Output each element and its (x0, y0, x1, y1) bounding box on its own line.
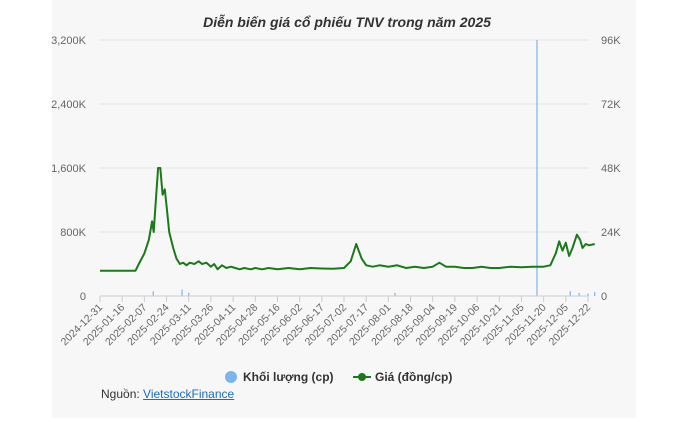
y-left-tick-label: 0 (80, 291, 86, 303)
y-right-tick-label: 0 (601, 291, 607, 303)
legend-price-label[interactable]: Giá (đồng/cp) (375, 370, 452, 384)
volume-bar[interactable] (587, 293, 589, 296)
y-right-tick-label: 72K (601, 99, 621, 111)
volume-bar[interactable] (188, 292, 190, 296)
legend-volume-label[interactable]: Khối lượng (cp) (243, 370, 334, 384)
gridlines (100, 39, 588, 233)
y-left-tick-label: 2,400K (51, 99, 87, 111)
y-axis-right: 0 24K 48K 72K 96K (601, 35, 621, 303)
y-left-tick-label: 1,600K (51, 163, 87, 175)
y-left-tick-label: 800K (60, 227, 86, 239)
y-left-tick-label: 3,200K (51, 35, 87, 47)
x-axis-ticks: 2024-12-312025-01-162025-02-072025-02-24… (59, 296, 593, 348)
volume-bar[interactable] (594, 292, 596, 296)
chart-panel (52, 0, 636, 418)
source-link[interactable]: VietstockFinance (143, 387, 235, 401)
legend-volume-marker[interactable] (225, 371, 237, 383)
legend[interactable]: Khối lượng (cp) Giá (đồng/cp) (225, 370, 452, 384)
source-line: Nguồn: VietstockFinance (101, 387, 234, 401)
y-right-tick-label: 96K (601, 35, 621, 47)
y-right-tick-label: 48K (601, 163, 621, 175)
source-label: Nguồn: (101, 387, 140, 401)
volume-columns (152, 40, 596, 296)
y-right-tick-label: 24K (601, 227, 621, 239)
volume-bar[interactable] (181, 289, 183, 296)
y-axis-left: 0 800K 1,600K 2,400K 3,200K (51, 35, 87, 303)
volume-bar[interactable] (394, 292, 396, 296)
chart-title: Diễn biến giá cổ phiếu TNV trong năm 202… (203, 14, 491, 30)
legend-price-marker[interactable] (358, 373, 366, 381)
volume-bar[interactable] (578, 292, 580, 296)
volume-bar[interactable] (152, 291, 154, 296)
volume-bar[interactable] (569, 291, 571, 296)
volume-bar[interactable] (536, 40, 538, 296)
price-line (100, 167, 595, 272)
